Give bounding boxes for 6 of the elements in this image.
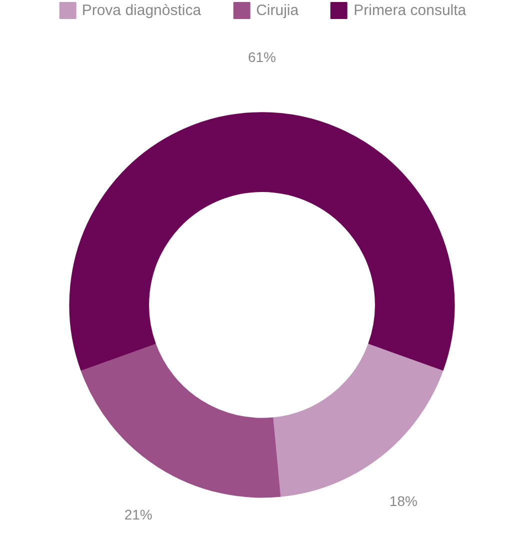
legend-label: Cirujia [256,2,299,18]
legend-label: Primera consulta [354,2,466,18]
data-label: 21% [124,506,152,522]
data-label: 18% [389,492,418,509]
legend-label: Prova diagnòstica [82,2,202,18]
data-label: 61% [248,49,276,66]
